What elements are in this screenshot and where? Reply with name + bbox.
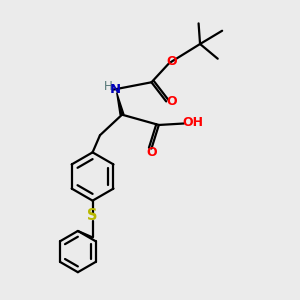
Text: O: O <box>166 95 177 108</box>
Text: S: S <box>87 208 98 224</box>
Text: O: O <box>166 55 177 68</box>
Text: OH: OH <box>182 116 203 128</box>
Polygon shape <box>117 93 124 115</box>
Text: H: H <box>103 80 112 93</box>
Text: N: N <box>110 82 121 95</box>
Text: O: O <box>146 146 157 159</box>
